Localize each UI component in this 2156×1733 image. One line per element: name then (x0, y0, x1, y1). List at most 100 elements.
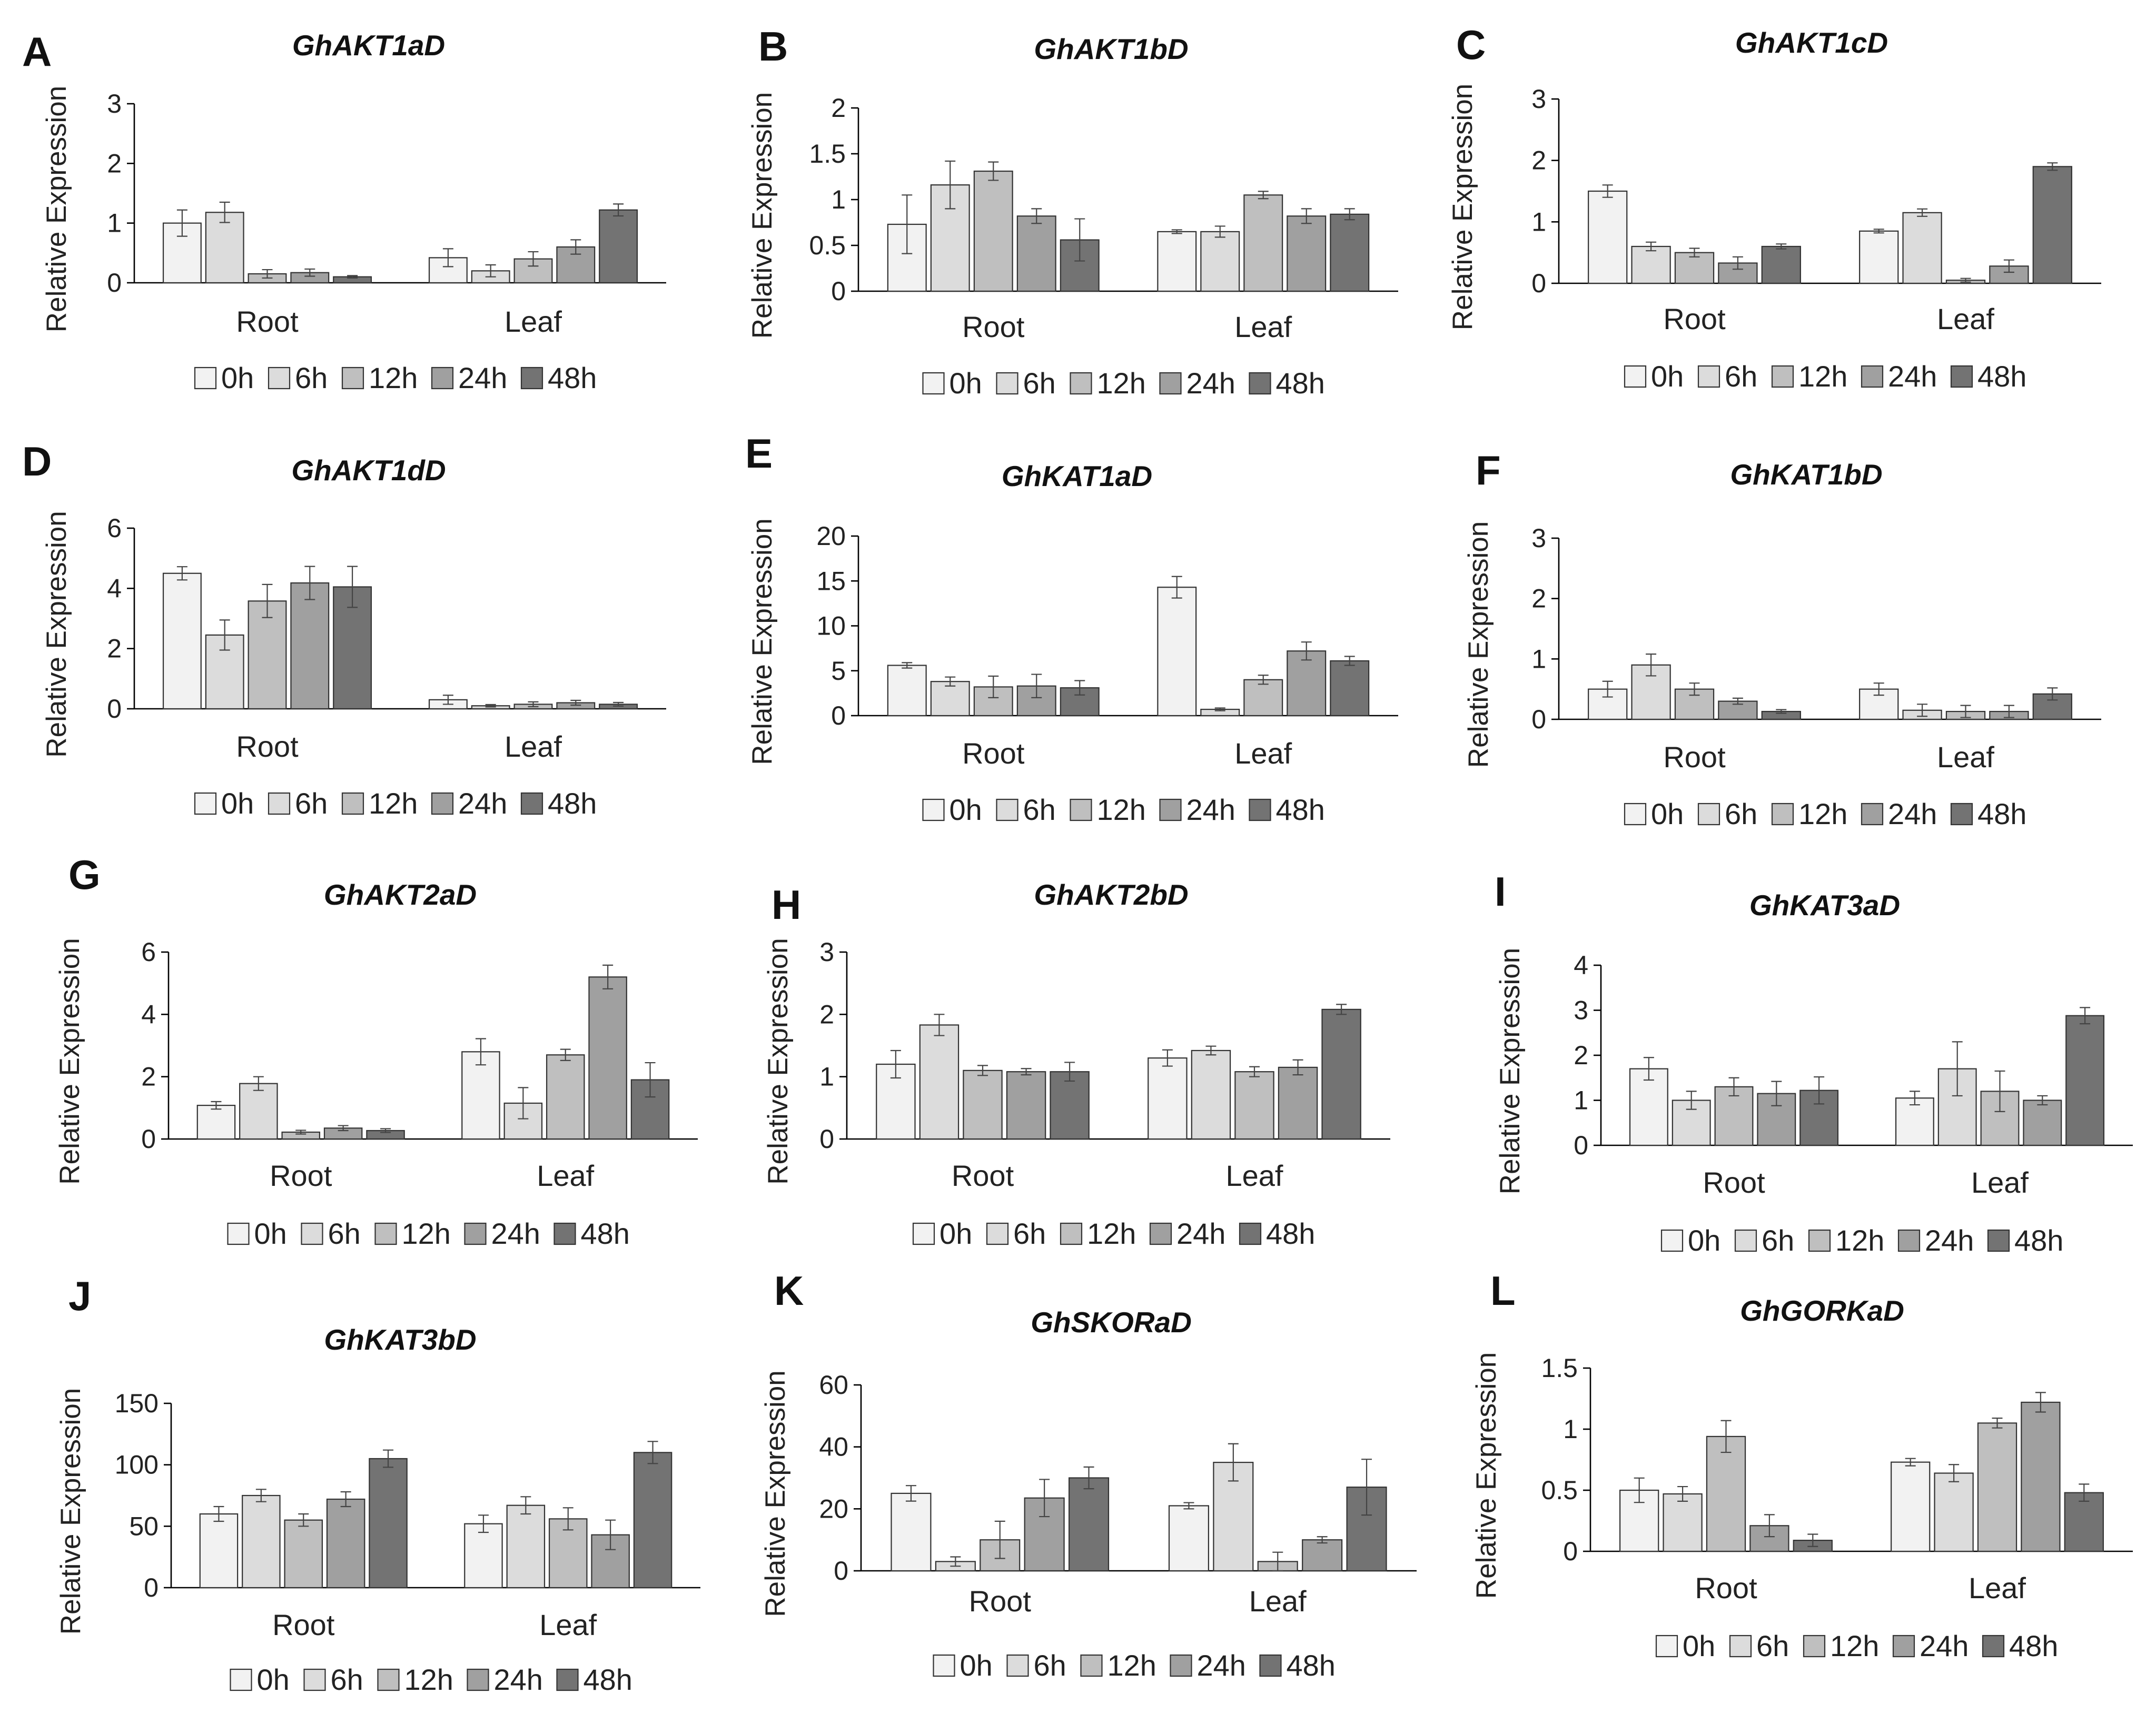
error-bar (647, 1441, 658, 1464)
chart-title: GhSKORaD (1031, 1306, 1192, 1339)
bar-root-12h (248, 600, 287, 710)
bar-root-6h (1631, 245, 1671, 284)
y-tick-label: 150 (115, 1389, 159, 1418)
legend-item-12h: 12h (1771, 797, 1847, 830)
y-tick-label: 0 (831, 276, 846, 306)
error-bar (1677, 1486, 1688, 1502)
legend-label: 48h (2014, 1224, 2063, 1257)
chart-panel-b: B GhAKT1bD 0 0.5 1 1.5 2 Relative Expression Roo… (747, 23, 1398, 400)
error-bar (338, 1125, 349, 1132)
legend-label: 6h (1013, 1217, 1046, 1250)
y-axis-label: Relative Expression (41, 86, 72, 332)
legend-swatch (1249, 372, 1271, 395)
error-bar (1228, 1443, 1239, 1482)
legend-label: 6h (1756, 1629, 1789, 1662)
legend-label: 12h (369, 361, 418, 394)
bar-leaf-0h (1148, 1057, 1188, 1140)
bar-leaf-0h (1157, 231, 1197, 292)
legend-item-0h: 0h (1655, 1629, 1715, 1662)
error-bar (253, 1076, 264, 1091)
error-bar (1301, 641, 1312, 661)
bar-leaf-0h (428, 257, 468, 284)
bar-leaf-12h (1234, 1071, 1274, 1140)
error-bar (1643, 1057, 1654, 1081)
error-bar (520, 1496, 531, 1515)
legend-label: 48h (581, 1217, 630, 1250)
legend-item-12h: 12h (1070, 793, 1146, 826)
error-bar (890, 1049, 901, 1079)
legend-swatch (1655, 1635, 1678, 1658)
error-bar (1272, 1551, 1283, 1572)
error-bar (1917, 704, 1928, 717)
x-category-label: Leaf (539, 1608, 597, 1641)
legend-swatch (912, 1222, 935, 1245)
panel-letter: L (1490, 1267, 1516, 1314)
y-tick-label: 0 (1531, 269, 1546, 298)
x-category-label: Leaf (1234, 310, 1292, 343)
y-tick-label: 0 (819, 1124, 834, 1154)
legend-item-0h: 0h (922, 793, 982, 826)
bar-leaf-48h (1330, 213, 1370, 292)
legend-item-6h: 6h (996, 793, 1056, 826)
legend-label: 48h (583, 1663, 632, 1696)
chart-title: GhAKT1cD (1735, 26, 1888, 59)
x-category-label: Root (236, 730, 299, 763)
error-bar (383, 1449, 394, 1468)
legend-label: 0h (950, 793, 982, 826)
legend-item-6h: 6h (1697, 360, 1757, 393)
y-tick-label: 2 (107, 634, 122, 664)
panel-letter: A (22, 28, 52, 75)
error-bar (1602, 680, 1613, 698)
legend-swatch (1624, 365, 1647, 388)
legend-item-48h: 48h (1249, 367, 1325, 400)
x-category-label: Leaf (1937, 740, 1994, 774)
legend-swatch (922, 372, 945, 395)
bar-root-0h (196, 1105, 236, 1140)
x-category-label: Root (952, 1159, 1014, 1192)
legend-swatch (227, 1222, 250, 1245)
chart-title: GhAKT1dD (291, 454, 446, 487)
error-bar (1074, 680, 1085, 696)
y-tick-label: 20 (816, 521, 846, 551)
legend-label: 0h (1688, 1224, 1720, 1257)
y-tick-label: 1 (107, 209, 122, 238)
legend-swatch (1070, 372, 1092, 395)
legend-swatch (1070, 798, 1092, 821)
legend-item-24h: 24h (1861, 797, 1937, 830)
legend-swatch (194, 367, 217, 390)
y-tick-label: 10 (816, 611, 846, 641)
legend-item-48h: 48h (520, 361, 597, 394)
bar-leaf-0h (1157, 587, 1197, 717)
error-bar (1960, 278, 1971, 283)
error-bar (347, 566, 358, 608)
legend-item-12h: 12h (1803, 1629, 1879, 1662)
error-bar (1686, 1091, 1697, 1110)
y-tick-label: 0 (1574, 1131, 1588, 1160)
x-category-label: Leaf (505, 730, 562, 763)
legend-swatch (1897, 1229, 1921, 1252)
error-bar (475, 1038, 486, 1066)
y-tick-label: 0 (107, 268, 122, 298)
legend-swatch (1060, 1222, 1083, 1245)
legend-swatch (1080, 1654, 1103, 1677)
legend-swatch (467, 1668, 489, 1691)
legend-item-6h: 6h (303, 1663, 363, 1696)
bar-leaf-48h (633, 1452, 672, 1589)
error-bar (2003, 705, 2014, 718)
error-bar (1771, 1081, 1782, 1106)
legend-label: 48h (1266, 1217, 1315, 1250)
legend-item-24h: 24h (431, 361, 507, 394)
y-tick-label: 2 (1531, 146, 1546, 175)
y-tick-label: 1.5 (809, 139, 846, 169)
chart-title: GhAKT2aD (324, 878, 477, 911)
legend-label: 6h (1023, 793, 1056, 826)
bar-leaf-48h (2065, 1015, 2105, 1146)
error-bar (602, 964, 614, 989)
legend-item-6h: 6h (1729, 1629, 1789, 1662)
error-bar (1992, 1418, 2003, 1429)
legend-label: 12h (1830, 1629, 1879, 1662)
legend-label: 6h (1034, 1649, 1066, 1682)
legend-item-24h: 24h (431, 787, 507, 820)
error-bar (1905, 1458, 1916, 1467)
bar-root-6h (205, 212, 244, 284)
